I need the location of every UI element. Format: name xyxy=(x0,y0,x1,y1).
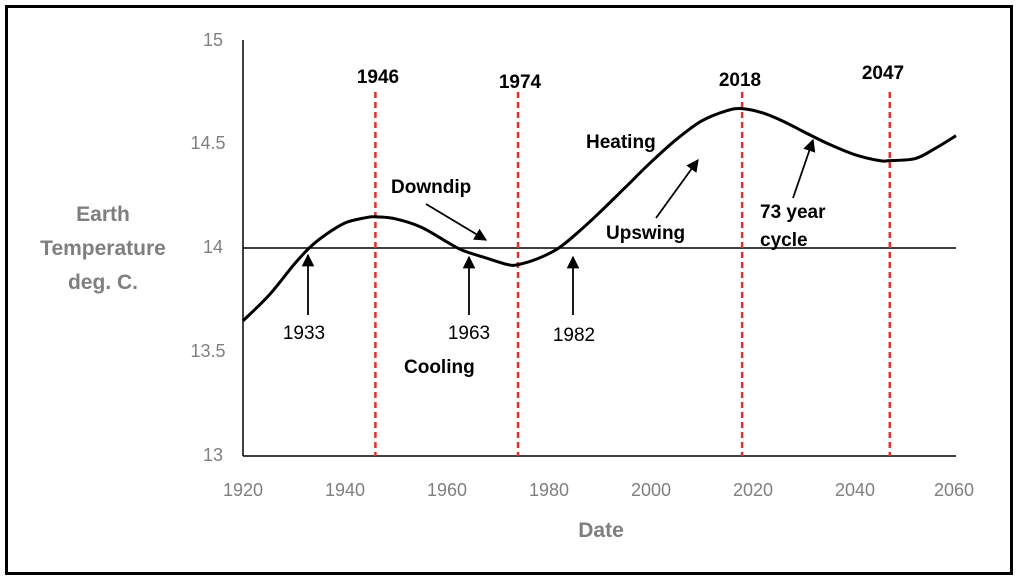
x-axis-title: Date xyxy=(578,519,624,542)
x-tick-label: 2060 xyxy=(934,480,974,500)
x-tick-label: 1980 xyxy=(529,480,569,500)
annotation-upswing: Upswing xyxy=(606,223,685,244)
annotation-cooling: Cooling xyxy=(404,357,475,378)
temperature-series-line xyxy=(241,107,957,322)
arrow-upswing xyxy=(655,158,699,219)
marker-label-1974: 1974 xyxy=(499,72,542,93)
x-tick-label: 2020 xyxy=(733,480,773,500)
chart-frame: 15 14.5 14 13.5 13 1920 1940 1960 1980 2… xyxy=(5,5,1013,575)
y-axis-title-line2: Temperature xyxy=(40,237,166,260)
y-tick-label: 13.5 xyxy=(190,341,225,361)
marker-label-1946: 1946 xyxy=(357,67,399,88)
x-tick-label: 1960 xyxy=(427,480,467,500)
y-tick-label: 14.5 xyxy=(190,133,225,153)
marker-label-2047: 2047 xyxy=(862,63,904,84)
x-tick-label: 1940 xyxy=(325,480,365,500)
arrow-downdip xyxy=(425,203,488,241)
annotation-1933: 1933 xyxy=(283,323,325,344)
arrow-73-year-cycle xyxy=(792,138,816,199)
annotation-1982: 1982 xyxy=(553,325,595,346)
x-tick-label: 1920 xyxy=(223,480,263,500)
annotation-cycle: cycle xyxy=(760,230,808,251)
y-axis-title-line3: deg. C. xyxy=(68,271,138,294)
annotation-downdip: Downdip xyxy=(391,177,471,198)
annotation-1963: 1963 xyxy=(448,323,490,344)
y-tick-label: 15 xyxy=(203,30,223,50)
y-axis-title-line1: Earth xyxy=(76,203,130,226)
marker-label-2018: 2018 xyxy=(719,70,761,91)
y-tick-label: 13 xyxy=(203,445,223,465)
chart: 15 14.5 14 13.5 13 1920 1940 1960 1980 2… xyxy=(40,30,974,542)
y-tick-label: 14 xyxy=(203,237,223,257)
x-tick-label: 2000 xyxy=(631,480,671,500)
x-tick-label: 2040 xyxy=(835,480,875,500)
annotation-heating: Heating xyxy=(586,132,656,153)
annotation-73-year: 73 year xyxy=(760,202,826,223)
